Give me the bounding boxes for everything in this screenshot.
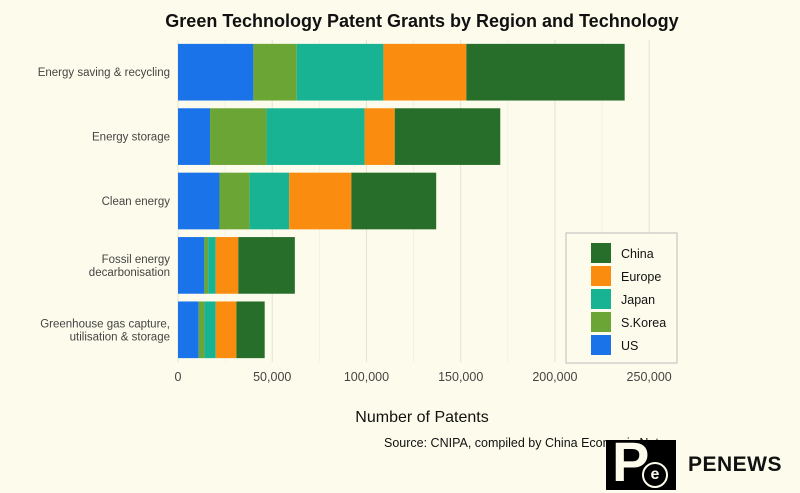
x-tick-label: 150,000 [438, 370, 483, 384]
bar-segment-japan [208, 237, 216, 294]
bar-segment-s-korea [210, 108, 267, 165]
bar-segment-japan [296, 43, 384, 101]
category-label: Energy saving & recycling [38, 67, 170, 79]
bar-segment-china [466, 43, 625, 101]
bar-segment-china [236, 301, 265, 359]
bar-segment-europe [364, 108, 395, 165]
bar-segment-s-korea [253, 43, 297, 101]
category-label: Clean energy [102, 196, 171, 208]
legend-label: China [621, 247, 654, 261]
bar-segment-japan [266, 108, 365, 165]
bar-segment-japan [204, 301, 216, 359]
bar-segment-europe [383, 43, 467, 101]
bar-segment-europe [215, 237, 239, 294]
legend-swatch [591, 312, 611, 332]
source-note: Source: CNIPA, compiled by China Economi… [384, 436, 659, 450]
legend-swatch [591, 266, 611, 286]
bar-segment-us [178, 301, 199, 359]
legend-swatch [591, 243, 611, 263]
bar-segment-us [178, 172, 220, 230]
bar-segment-us [178, 237, 205, 294]
x-tick-label: 50,000 [253, 370, 291, 384]
legend-swatch [591, 335, 611, 355]
chart-title: Green Technology Patent Grants by Region… [165, 11, 678, 31]
logo-text: PENEWS [688, 453, 783, 476]
x-tick-label: 250,000 [627, 370, 672, 384]
x-tick-labels: 0 50,000 100,000 150,000 200,000 250,000 [175, 370, 672, 384]
legend-label: US [621, 339, 638, 353]
legend-label: S.Korea [621, 316, 666, 330]
bar-segment-china [394, 108, 501, 165]
bar-segment-europe [215, 301, 237, 359]
category-label: Greenhouse gas capture, utilisation & sto… [40, 318, 170, 343]
bar-segment-europe [289, 172, 352, 230]
legend-label: Japan [621, 293, 655, 307]
bar-segment-japan [249, 172, 290, 230]
bar-segment-us [178, 43, 254, 101]
bar-segment-china [238, 237, 295, 294]
legend-box [565, 232, 678, 364]
logo-mark-sub: e [642, 462, 668, 488]
logo-mark: P e [606, 434, 676, 490]
x-tick-label: 100,000 [344, 370, 389, 384]
penews-logo: P e PENEWS [606, 434, 800, 490]
legend-swatch [591, 289, 611, 309]
bar-segment-us [178, 108, 211, 165]
category-labels: Energy saving & recycling Energy storage C… [38, 67, 171, 343]
bar-segment-china [351, 172, 437, 230]
legend-label: Europe [621, 270, 661, 284]
bar-segment-s-korea [198, 301, 205, 359]
bar-segment-s-korea [219, 172, 250, 230]
legend: China Europe Japan S.Korea US [565, 232, 678, 364]
bars [178, 43, 625, 359]
category-label: Fossil energy decarbonisation [89, 254, 170, 279]
bar-segment-s-korea [204, 237, 209, 294]
x-tick-label: 200,000 [532, 370, 577, 384]
x-tick-label: 0 [175, 370, 182, 384]
x-axis-title: Number of Patents [355, 409, 488, 426]
category-label: Energy storage [92, 132, 170, 144]
